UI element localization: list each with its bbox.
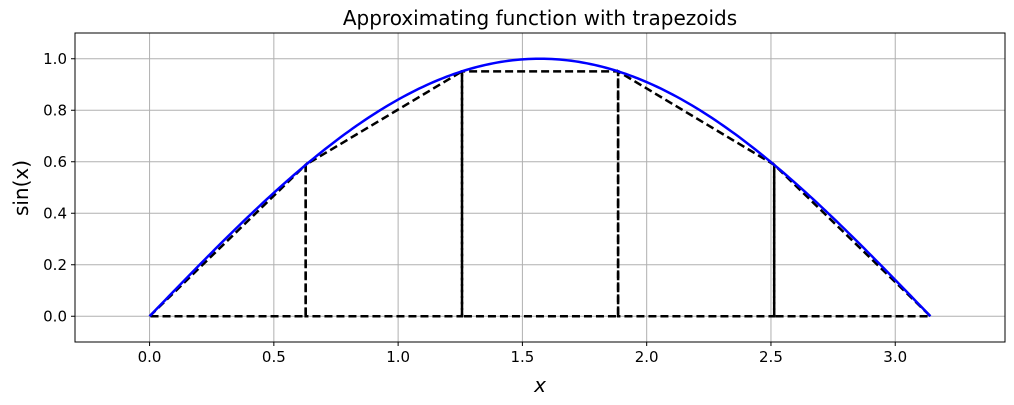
y-tick-label: 1.0 — [43, 50, 67, 68]
x-tick-label: 1.0 — [386, 348, 410, 366]
sin-curve — [148, 57, 932, 318]
trapezoid — [460, 70, 620, 318]
chart-title: Approximating function with trapezoids — [343, 6, 737, 30]
x-tick-label: 2.0 — [635, 348, 659, 366]
y-tick-label: 0.8 — [43, 101, 67, 119]
grid — [75, 33, 1005, 342]
trapezoid-layer — [146, 69, 934, 318]
y-tick-label: 0.2 — [43, 256, 67, 274]
x-tick-label: 0.0 — [138, 348, 162, 366]
x-axis-label: x — [533, 373, 546, 397]
x-tick-label: 0.5 — [262, 348, 286, 366]
plot-frame — [74, 32, 1006, 343]
y-tick-label: 0.6 — [43, 153, 67, 171]
ticks: 0.0 0.5 1.0 1.5 2.0 2.5 3.0 0.0 0.2 0.4 0.6 0.8 1.0 — [43, 50, 907, 366]
curve-layer — [148, 57, 932, 318]
trapezoid — [772, 161, 934, 318]
x-tick-label: 3.0 — [883, 348, 907, 366]
x-tick-label: 1.5 — [510, 348, 534, 366]
trapezoid — [304, 69, 464, 318]
y-axis-label: sin(x) — [9, 160, 33, 216]
y-tick-label: 0.0 — [43, 307, 67, 325]
x-tick-label: 2.5 — [759, 348, 783, 366]
y-tick-label: 0.4 — [43, 204, 67, 222]
